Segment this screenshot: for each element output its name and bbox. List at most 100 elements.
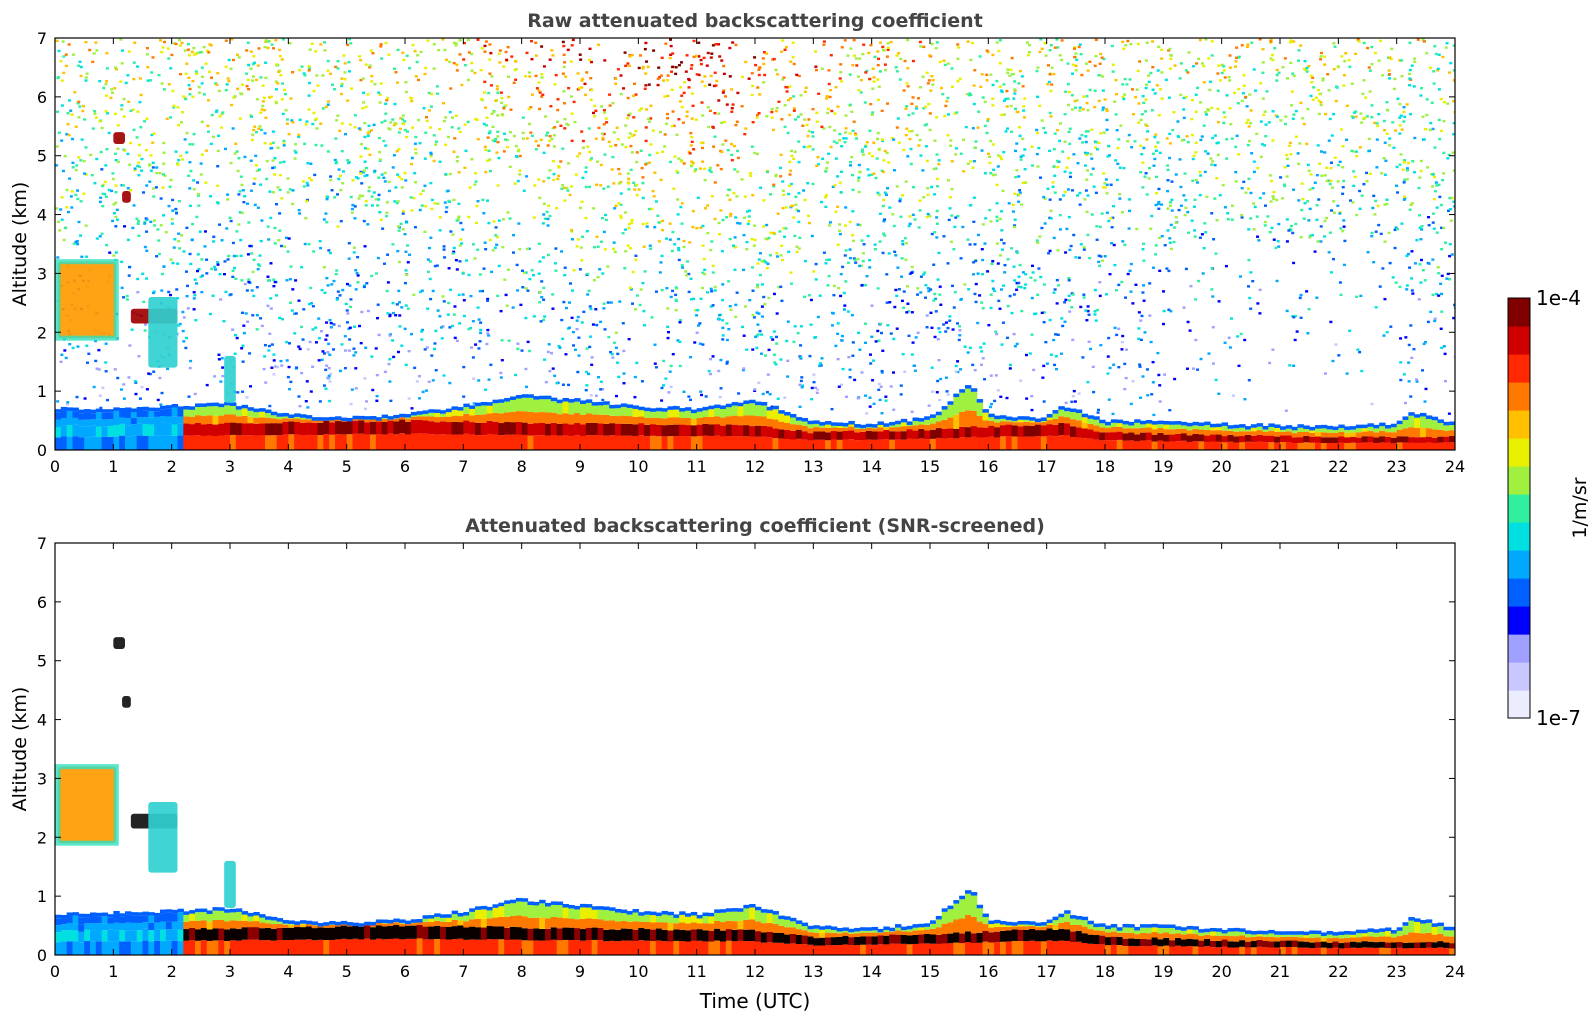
noise-pixel [666, 336, 670, 340]
noise-pixel [377, 176, 381, 179]
noise-pixel [645, 108, 649, 111]
noise-pixel [1247, 139, 1251, 143]
noise-pixel [881, 349, 885, 353]
noise-pixel [61, 169, 65, 173]
noise-pixel [641, 67, 645, 70]
noise-pixel [945, 100, 949, 103]
noise-pixel [341, 182, 345, 185]
noise-pixel [1330, 134, 1334, 137]
noise-pixel [196, 194, 200, 197]
noise-pixel [956, 43, 960, 46]
noise-pixel [198, 230, 202, 233]
noise-pixel [1271, 139, 1275, 142]
noise-pixel [899, 384, 903, 387]
noise-pixel [1071, 72, 1075, 75]
noise-pixel [931, 78, 935, 82]
noise-pixel [530, 134, 534, 137]
noise-pixel [329, 326, 333, 329]
noise-pixel [671, 65, 675, 69]
noise-pixel [230, 103, 234, 107]
noise-pixel [111, 219, 115, 223]
noise-pixel [1453, 303, 1455, 307]
noise-pixel [396, 249, 400, 253]
noise-pixel [869, 102, 873, 106]
noise-pixel [654, 200, 658, 203]
noise-pixel [736, 149, 740, 153]
noise-pixel [423, 348, 427, 351]
noise-pixel [942, 59, 946, 62]
noise-pixel [377, 193, 381, 197]
noise-pixel [844, 131, 848, 134]
noise-pixel [332, 348, 336, 351]
noise-pixel [455, 339, 459, 342]
noise-pixel [1440, 346, 1444, 350]
noise-pixel [793, 234, 797, 238]
noise-pixel [674, 308, 678, 312]
noise-pixel [206, 130, 210, 133]
noise-pixel [996, 165, 1000, 168]
noise-pixel [831, 185, 835, 188]
noise-pixel [1035, 128, 1039, 132]
noise-pixel [839, 272, 843, 276]
noise-pixel [444, 210, 448, 214]
noise-pixel [1247, 228, 1251, 231]
noise-pixel [1019, 158, 1023, 161]
noise-pixel [1062, 194, 1066, 197]
noise-pixel [1190, 133, 1194, 137]
noise-pixel [1302, 217, 1306, 220]
noise-pixel [674, 286, 678, 289]
noise-pixel [1067, 276, 1071, 280]
noise-pixel [343, 366, 347, 370]
noise-pixel [904, 258, 908, 261]
noise-pixel [701, 271, 705, 274]
noise-pixel [325, 364, 329, 367]
noise-pixel [202, 93, 206, 96]
noise-pixel [1246, 143, 1250, 147]
noise-pixel [395, 201, 399, 205]
noise-pixel [1147, 80, 1151, 84]
noise-pixel [547, 204, 551, 208]
noise-pixel [1144, 86, 1148, 90]
noise-pixel [723, 95, 727, 98]
noise-pixel [403, 128, 407, 132]
noise-pixel [768, 393, 772, 396]
noise-pixel [1204, 231, 1208, 234]
noise-pixel [387, 127, 391, 130]
noise-pixel [367, 124, 371, 128]
noise-pixel [1318, 162, 1322, 165]
noise-pixel [76, 197, 80, 201]
noise-pixel [1073, 106, 1077, 109]
noise-pixel [1268, 174, 1272, 177]
noise-pixel [1399, 361, 1403, 364]
noise-pixel [906, 155, 910, 158]
noise-pixel [622, 372, 626, 375]
noise-pixel [1399, 378, 1403, 382]
noise-pixel [1376, 204, 1380, 208]
noise-pixel [104, 94, 108, 97]
noise-pixel [278, 173, 282, 177]
noise-pixel [1139, 144, 1143, 148]
noise-pixel [721, 283, 725, 286]
noise-pixel [419, 192, 423, 196]
noise-pixel [1317, 198, 1321, 201]
noise-pixel [1105, 128, 1109, 131]
noise-pixel [1198, 193, 1202, 197]
noise-pixel [1210, 212, 1214, 215]
noise-pixel [256, 64, 260, 67]
noise-pixel [1290, 90, 1294, 93]
noise-pixel [807, 294, 811, 297]
noise-pixel [177, 158, 181, 162]
noise-pixel [757, 112, 761, 115]
noise-pixel [1153, 92, 1157, 95]
noise-pixel [191, 222, 195, 226]
noise-pixel [983, 378, 987, 381]
noise-pixel [438, 127, 442, 131]
noise-pixel [1437, 118, 1441, 122]
noise-pixel [580, 130, 584, 133]
noise-pixel [1364, 96, 1368, 99]
noise-pixel [90, 173, 94, 177]
noise-pixel [474, 343, 478, 346]
noise-pixel [969, 58, 973, 62]
noise-pixel [701, 343, 705, 346]
noise-pixel [1039, 176, 1043, 179]
